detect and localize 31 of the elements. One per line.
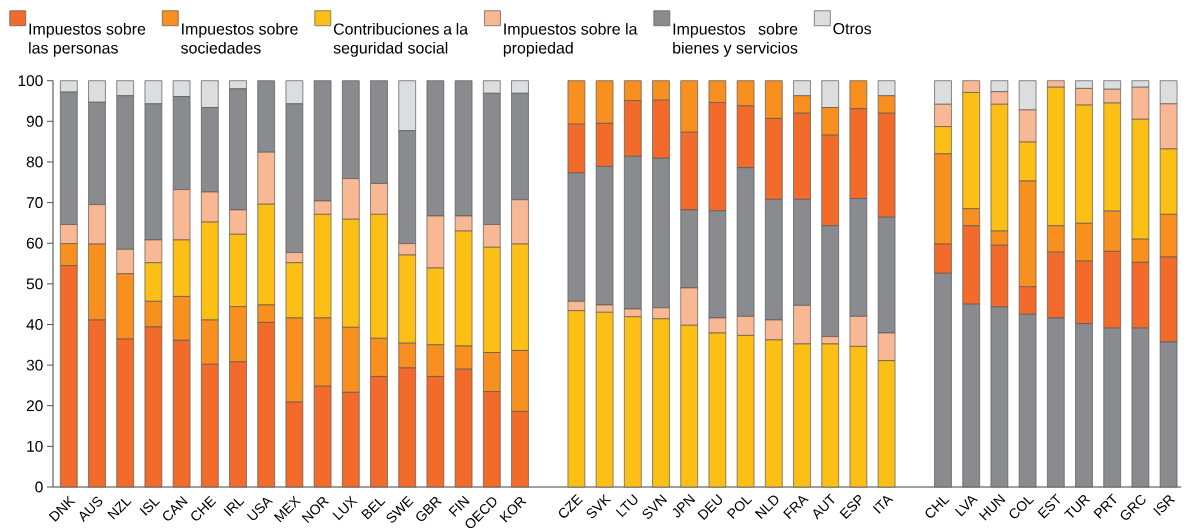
legend-label: Impuestos sobre la propiedad xyxy=(503,23,638,57)
x-tick-label: COL xyxy=(1009,497,1035,519)
x-tick-label: BEL xyxy=(361,498,386,520)
legend-label: Impuestos sobre sociedades xyxy=(181,23,298,54)
x-tick-label: IRL xyxy=(223,498,245,517)
x-tick-label: POL xyxy=(726,497,753,520)
x-tick-label: ITA xyxy=(872,495,894,514)
legend-label: Contribuciones a la seguridad social xyxy=(333,23,469,57)
x-tick-label: CHL xyxy=(925,497,950,518)
x-tick-label: LTU xyxy=(615,494,638,518)
x-tick-label: FRA xyxy=(783,495,809,519)
x-tick-label: ISR xyxy=(1153,495,1176,516)
y-tick-label: 40 xyxy=(26,319,43,330)
y-tick-label: 20 xyxy=(26,400,43,412)
y-tick-label: 60 xyxy=(26,237,43,249)
x-tick-label: ISL xyxy=(139,498,160,516)
x-tick-label: LVA xyxy=(954,495,978,517)
legend-label: Impuestos sobre las personas xyxy=(29,23,146,57)
x-tick-label: TUR xyxy=(1063,495,1091,518)
y-tick-label: 30 xyxy=(26,359,43,371)
legend-label: Otros xyxy=(833,23,872,35)
y-tick-label: 50 xyxy=(26,278,43,290)
y-tick-label: 10 xyxy=(27,440,43,452)
y-tick-label: 70 xyxy=(26,197,43,209)
y-tick-label: 100 xyxy=(18,75,43,87)
x-tick-label: USA xyxy=(246,497,274,521)
legend-label: Impuestos sobre bienes y servicios xyxy=(673,23,798,57)
y-tick-label: 80 xyxy=(26,156,43,168)
y-tick-label: 0 xyxy=(35,481,43,493)
x-tick-label: NZL xyxy=(107,498,132,520)
y-tick-label: 90 xyxy=(26,115,43,127)
